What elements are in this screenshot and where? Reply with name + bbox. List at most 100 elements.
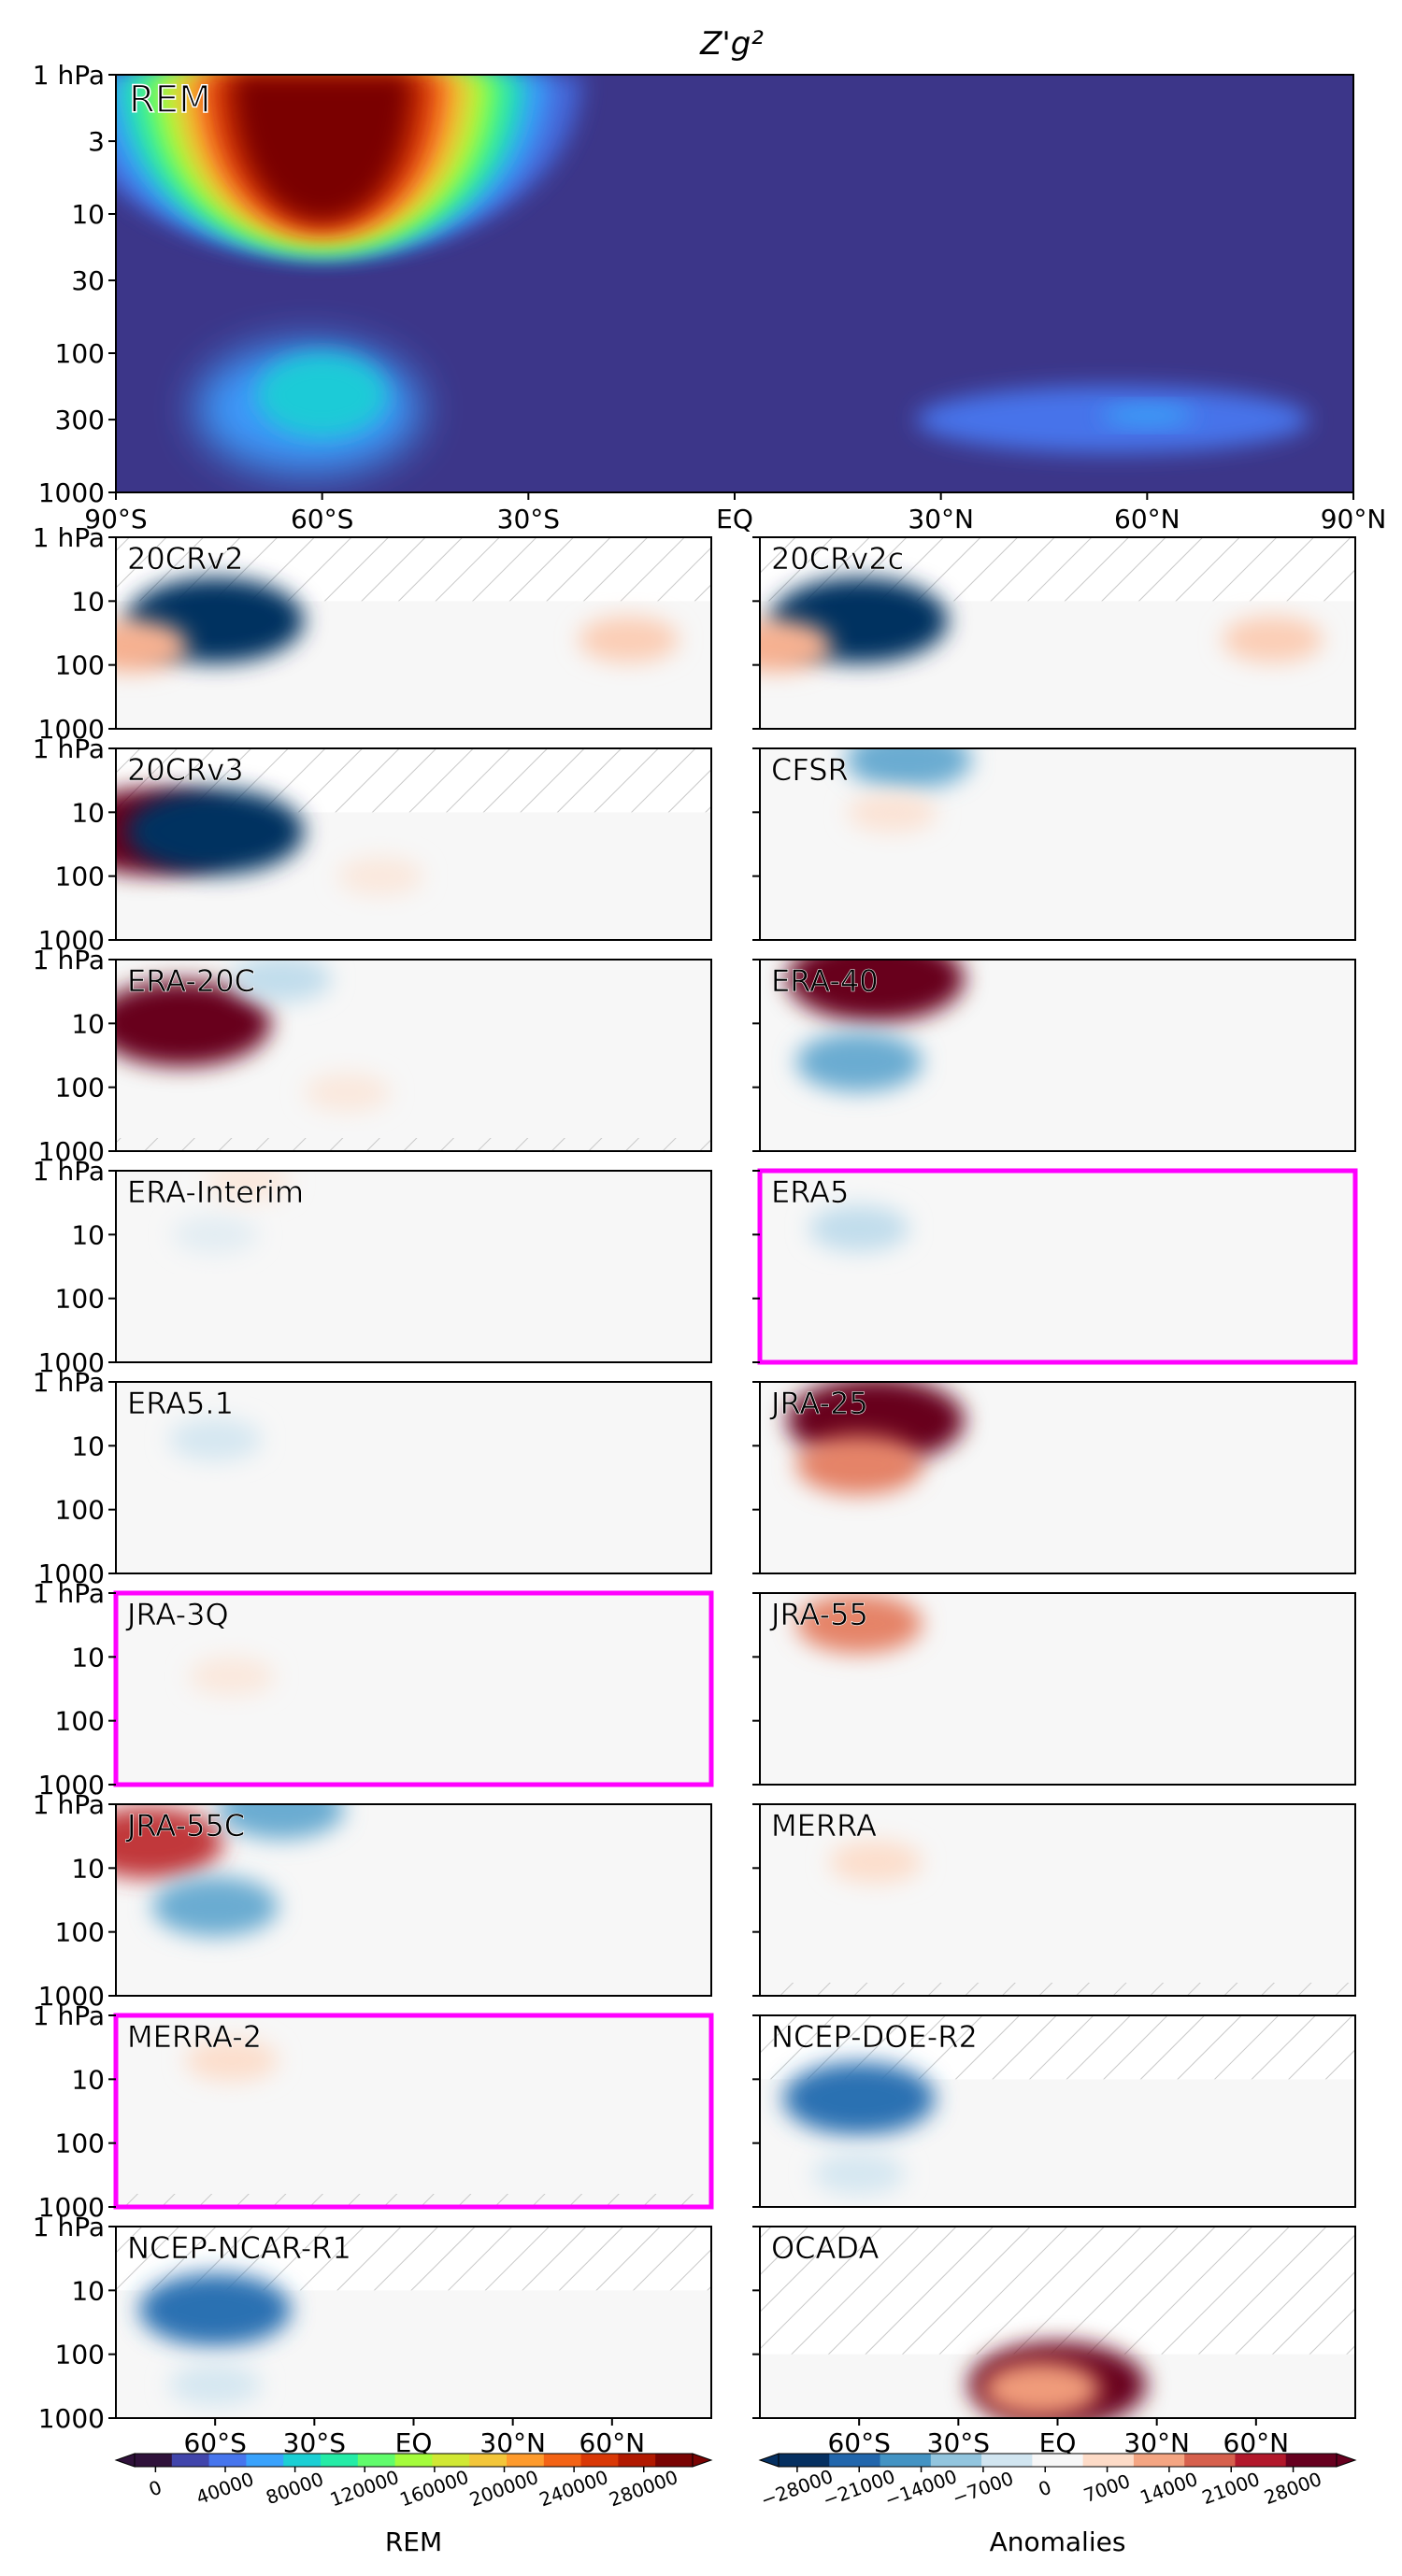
anomaly-plot-background [760, 1804, 1355, 1996]
anomaly-feature [231, 960, 332, 1003]
anomaly-y-tick-label: 1000 [38, 1558, 105, 1589]
anomaly-panel-label: JRA-3Q [125, 1597, 229, 1632]
anomaly-panel-20crv2: 20CRv2 1 hPa 10 100 1000 [33, 522, 712, 745]
anomaly-plot-frame [759, 1381, 1356, 1574]
colorbar-tick-label: 280000 [606, 2466, 680, 2512]
anomaly-y-tick-label: 10 [71, 1008, 105, 1039]
anomaly-feature [845, 748, 972, 790]
anomaly-panel-label: ERA5.1 [127, 1386, 234, 1421]
anomaly-y-tick-label: 1 hPa [33, 945, 105, 975]
colorbar-segment [981, 2454, 1033, 2467]
anomaly-feature [795, 1593, 923, 1654]
anomaly-feature [578, 616, 680, 663]
anomaly-panel-label: MERRA-2 [127, 2019, 262, 2055]
colorbar-segment [1235, 2454, 1287, 2467]
anomaly-panel-era5-1: ERA5.1 1 hPa 10 100 1000 [33, 1367, 712, 1589]
colorbar-segment [1184, 2454, 1236, 2467]
colorbar-tick-label: 80000 [263, 2468, 326, 2509]
anomaly-feature [205, 1171, 292, 1203]
missing-data-hatch [116, 1138, 711, 1151]
anomaly-panel-label: JRA-55 [769, 1597, 868, 1632]
anomaly-feature [829, 1840, 923, 1884]
missing-data-hatch [760, 1983, 1355, 1996]
anomaly-y-tick-label: 100 [55, 1073, 105, 1103]
anomaly-y-tick-label: 100 [55, 1917, 105, 1948]
anomaly-y-tick-label: 1000 [38, 1136, 105, 1167]
anomaly-y-tick-label: 100 [55, 2340, 105, 2370]
colorbar-extend-max [1336, 2453, 1357, 2468]
anomaly-feature [172, 1215, 259, 1255]
anomaly-panel-label: ERA5 [771, 1174, 849, 1210]
anomaly-feature [760, 619, 833, 673]
anomaly-feature [304, 1073, 391, 1113]
rem-y-tick-label: 3 [88, 126, 105, 157]
anomaly-y-tick-label: 10 [71, 2275, 105, 2306]
anomaly-panel-label: ERA-40 [771, 963, 879, 999]
anomaly-panel-label: MERRA [771, 1808, 877, 1843]
anomaly-feature [795, 1434, 923, 1495]
anomaly-panel-merra: MERRA [752, 1803, 1356, 1997]
anomaly-feature [151, 1876, 279, 1937]
colorbar-segment [779, 2454, 830, 2467]
colorbar-tick-label: 28000 [1261, 2468, 1324, 2509]
anomaly-feature [808, 1204, 909, 1252]
anomaly-panel-20crv2c: 20CRv2c [752, 536, 1356, 730]
anomaly-panel-era-20c: ERA-20C 1 hPa 10 100 1000 [33, 945, 712, 1167]
colorbar-segment [655, 2454, 694, 2467]
colorbar-segment [1285, 2454, 1338, 2467]
anomaly-feature [168, 1417, 262, 1461]
colorbar-frame [778, 2453, 1338, 2468]
anomaly-panel-label: 20CRv2c [771, 541, 904, 576]
colorbar-tick-label: 160000 [397, 2466, 472, 2512]
anomaly-y-tick-label: 10 [71, 586, 105, 617]
anomaly-feature [812, 2152, 906, 2196]
rem-x-tick-label: 60°S [291, 504, 353, 534]
rem-colorbar: 0 40000 80000 12000016000020000024000028000… [114, 2453, 713, 2557]
anomaly-y-tick-label: 10 [71, 1430, 105, 1461]
colorbar-tick-label: 14000 [1137, 2468, 1201, 2509]
anomaly-feature [138, 2272, 292, 2346]
anomaly-panel-label: NCEP-NCAR-R1 [127, 2230, 351, 2266]
colorbar-segment [618, 2454, 656, 2467]
colorbar-tick-label: 240000 [536, 2466, 611, 2512]
anomaly-feature [218, 1804, 345, 1840]
anomaly-feature [782, 2061, 936, 2135]
colorbar-segment [394, 2454, 433, 2467]
figure-title: Z'g² [699, 25, 764, 63]
colorbar-extend-min [758, 2453, 780, 2468]
anomaly-panel-label: NCEP-DOE-R2 [771, 2019, 978, 2055]
anomaly-feature [168, 2363, 262, 2407]
anomaly-plot-frame [113, 2013, 714, 2210]
anomaly-y-tick-label: 1000 [38, 925, 105, 956]
anomaly-panel-label: JRA-55C [125, 1808, 245, 1843]
anomaly-y-tick-label: 1000 [38, 1770, 105, 1800]
anomaly-plot-frame [759, 1592, 1356, 1786]
anomaly-plot-frame [759, 1803, 1356, 1997]
colorbar-segment [829, 2454, 881, 2467]
anomaly-feature [116, 1807, 223, 1879]
anomaly-y-tick-label: 100 [55, 861, 105, 892]
missing-data-hatch [760, 2227, 1355, 2355]
rem-x-tick-label: EQ [716, 504, 753, 534]
anomaly-y-tick-label: 1 hPa [33, 1367, 105, 1398]
anomaly-y-tick-label: 10 [71, 1853, 105, 1884]
colorbar-segment [357, 2454, 396, 2467]
colorbar-extend-max [692, 2453, 713, 2468]
rem-contour-band [235, 75, 409, 220]
colorbar-segment [1032, 2454, 1084, 2467]
anomaly-plot-frame [115, 536, 712, 730]
anomaly-y-tick-label: 100 [55, 1284, 105, 1315]
anomaly-feature [981, 2360, 1101, 2417]
anomaly-panel-merra-2: MERRA-2 1 hPa 10 100 1000 [33, 2000, 714, 2223]
anomaly-y-tick-label: 100 [55, 1495, 105, 1526]
anomaly-y-tick-label: 10 [71, 1219, 105, 1250]
anomaly-y-tick-label: 100 [55, 1706, 105, 1737]
anomaly-y-tick-label: 1000 [38, 714, 105, 745]
colorbar-label: Anomalies [990, 2526, 1126, 2557]
anomaly-y-tick-label: 1000 [38, 2192, 105, 2223]
anomaly-panel-jra-55c: JRA-55C 1 hPa 10 100 1000 [33, 1789, 712, 2012]
anomaly-plot-frame [115, 1381, 712, 1574]
